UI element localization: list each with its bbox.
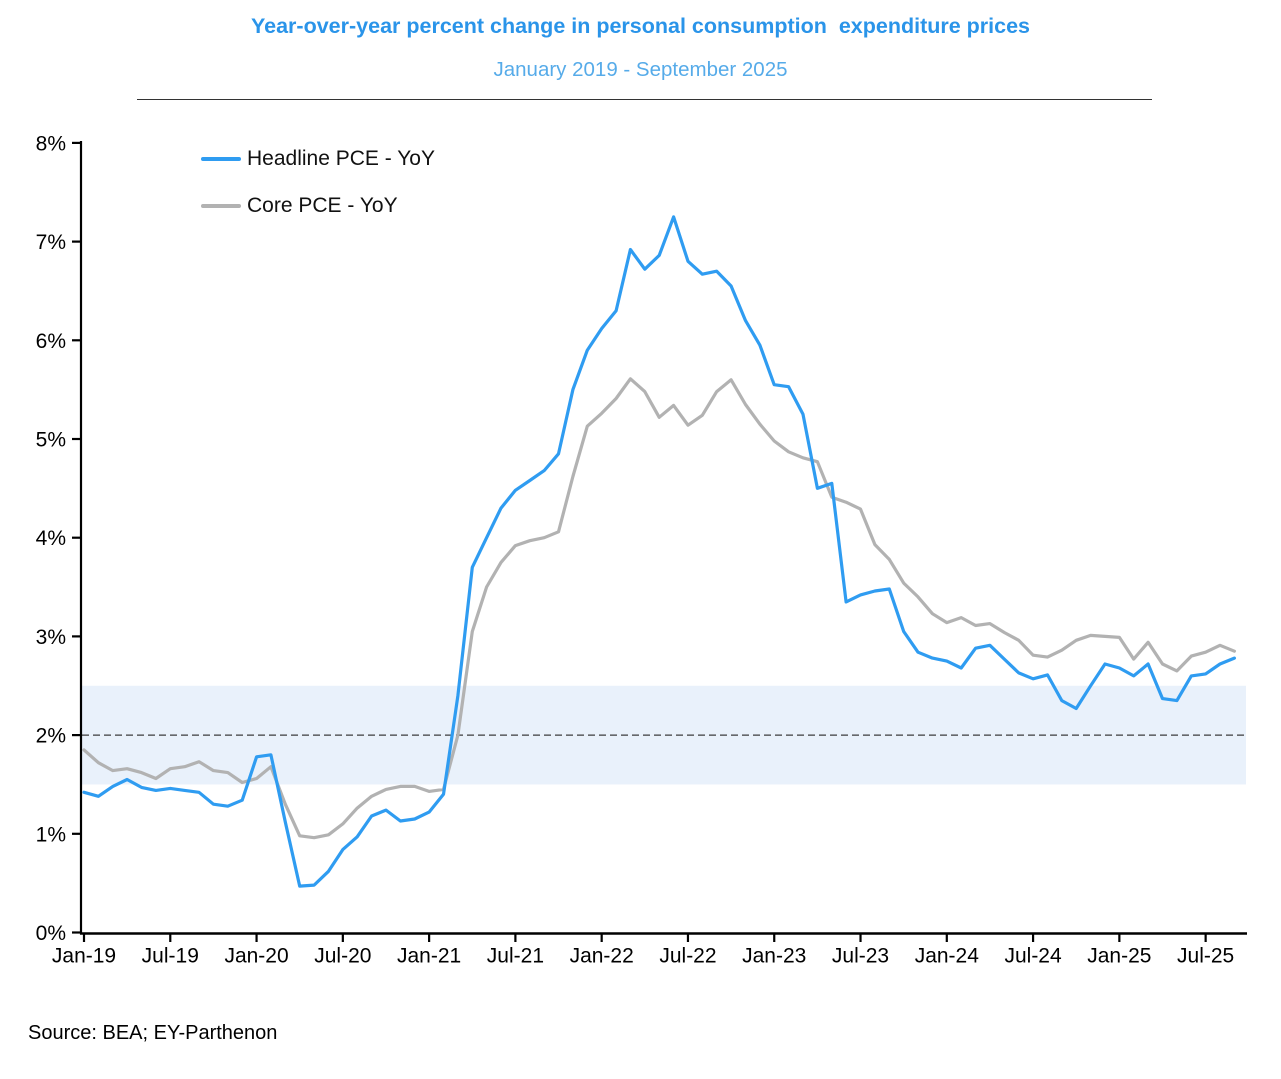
y-axis-tick-label: 4% bbox=[36, 527, 66, 550]
legend-item-headline: Headline PCE - YoY bbox=[201, 145, 435, 173]
series-line-headline-pce bbox=[82, 215, 1237, 888]
y-axis-tick-label: 3% bbox=[36, 626, 66, 649]
x-axis-tick-label: Jan-22 bbox=[570, 945, 634, 968]
x-axis-tick-label: Jan-23 bbox=[742, 945, 806, 968]
x-axis-tick-label: Jul-19 bbox=[142, 945, 199, 968]
y-axis-tick-label: 5% bbox=[36, 429, 66, 452]
x-axis-tick-label: Jul-21 bbox=[487, 945, 544, 968]
chart-title: Year-over-year percent change in persona… bbox=[250, 14, 1031, 38]
core-line-swatch bbox=[201, 204, 241, 208]
y-axis-tick-label: 6% bbox=[36, 330, 66, 353]
header-divider bbox=[137, 99, 1152, 100]
x-axis-tick-label: Jul-22 bbox=[659, 945, 716, 968]
chart-subtitle: January 2019 - September 2025 bbox=[493, 58, 788, 81]
y-axis-tick-label: 7% bbox=[36, 231, 66, 254]
y-axis-tick-label: 8% bbox=[36, 132, 66, 155]
legend-label-core: Core PCE - YoY bbox=[247, 194, 398, 217]
y-axis-tick-label: 0% bbox=[36, 922, 66, 945]
chart-legend: Headline PCE - YoY Core PCE - YoY bbox=[201, 145, 435, 239]
x-axis-tick-label: Jul-23 bbox=[832, 945, 889, 968]
x-axis-tick-label: Jan-20 bbox=[224, 945, 288, 968]
source-note: Source: BEA; EY-Parthenon bbox=[28, 1022, 278, 1044]
x-axis-tick-label: Jan-25 bbox=[1087, 945, 1151, 968]
target-band bbox=[82, 685, 1246, 785]
x-axis-tick-label: Jan-21 bbox=[397, 945, 461, 968]
x-axis-tick-label: Jul-20 bbox=[314, 945, 371, 968]
x-axis-tick-label: Jan-19 bbox=[52, 945, 116, 968]
headline-line-swatch bbox=[201, 157, 241, 161]
x-axis-tick-label: Jul-24 bbox=[1004, 945, 1062, 968]
legend-item-core: Core PCE - YoY bbox=[201, 192, 435, 220]
y-axis-tick-label: 1% bbox=[36, 823, 66, 846]
x-axis-tick-label: Jul-25 bbox=[1177, 945, 1234, 968]
legend-label-headline: Headline PCE - YoY bbox=[247, 147, 435, 170]
x-axis-tick-label: Jan-24 bbox=[915, 945, 980, 968]
y-axis-tick-label: 2% bbox=[36, 725, 66, 748]
